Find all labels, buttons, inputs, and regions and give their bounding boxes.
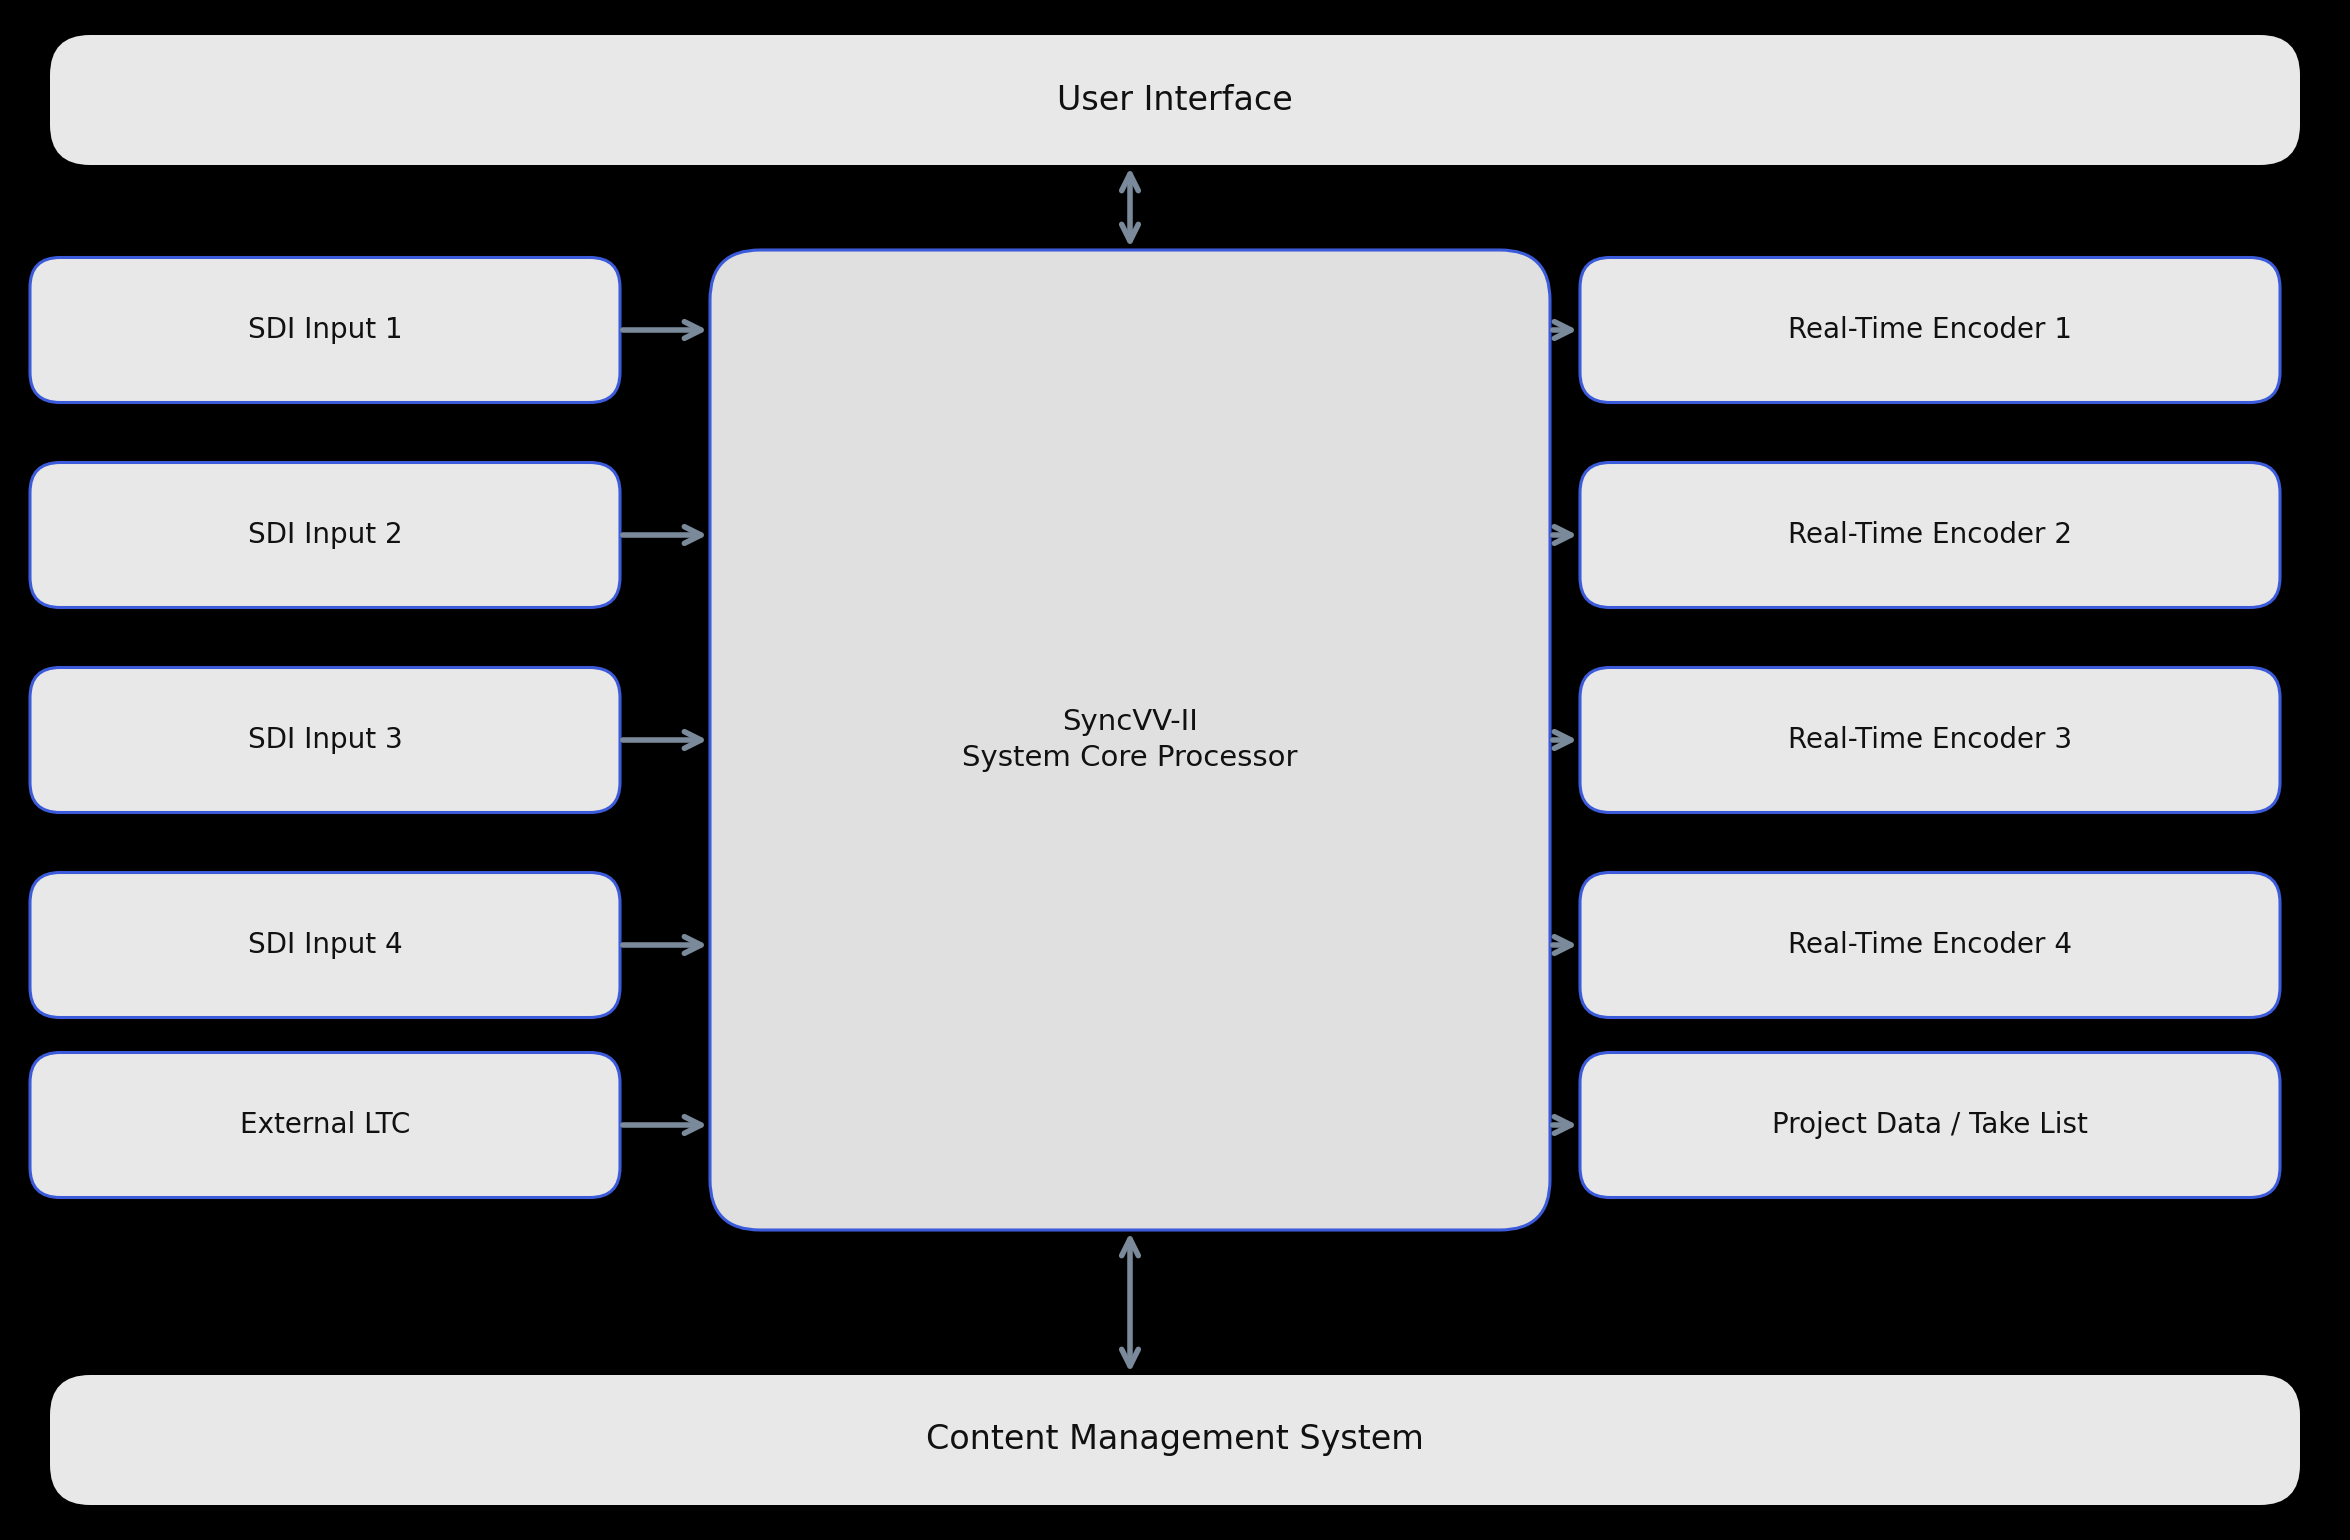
- Text: Real-Time Encoder 4: Real-Time Encoder 4: [1788, 932, 2073, 959]
- FancyBboxPatch shape: [1579, 1052, 2280, 1198]
- Text: SDI Input 3: SDI Input 3: [247, 725, 402, 755]
- Text: SDI Input 4: SDI Input 4: [247, 932, 402, 959]
- Text: SyncVV-II
System Core Processor: SyncVV-II System Core Processor: [961, 707, 1297, 773]
- FancyBboxPatch shape: [31, 462, 620, 607]
- Text: Real-Time Encoder 2: Real-Time Encoder 2: [1788, 521, 2073, 548]
- FancyBboxPatch shape: [710, 249, 1551, 1230]
- FancyBboxPatch shape: [31, 667, 620, 813]
- FancyBboxPatch shape: [1579, 462, 2280, 607]
- FancyBboxPatch shape: [31, 873, 620, 1018]
- Text: SDI Input 1: SDI Input 1: [247, 316, 402, 343]
- Text: External LTC: External LTC: [240, 1110, 411, 1140]
- FancyBboxPatch shape: [1579, 257, 2280, 402]
- Text: Real-Time Encoder 3: Real-Time Encoder 3: [1788, 725, 2073, 755]
- FancyBboxPatch shape: [49, 1375, 2301, 1505]
- FancyBboxPatch shape: [31, 257, 620, 402]
- FancyBboxPatch shape: [31, 1052, 620, 1198]
- Text: Real-Time Encoder 1: Real-Time Encoder 1: [1788, 316, 2073, 343]
- Text: SDI Input 2: SDI Input 2: [247, 521, 402, 548]
- Text: Project Data / Take List: Project Data / Take List: [1772, 1110, 2087, 1140]
- FancyBboxPatch shape: [1579, 873, 2280, 1018]
- FancyBboxPatch shape: [49, 35, 2301, 165]
- Text: Content Management System: Content Management System: [926, 1423, 1424, 1457]
- Text: User Interface: User Interface: [1058, 83, 1292, 117]
- FancyBboxPatch shape: [1579, 667, 2280, 813]
